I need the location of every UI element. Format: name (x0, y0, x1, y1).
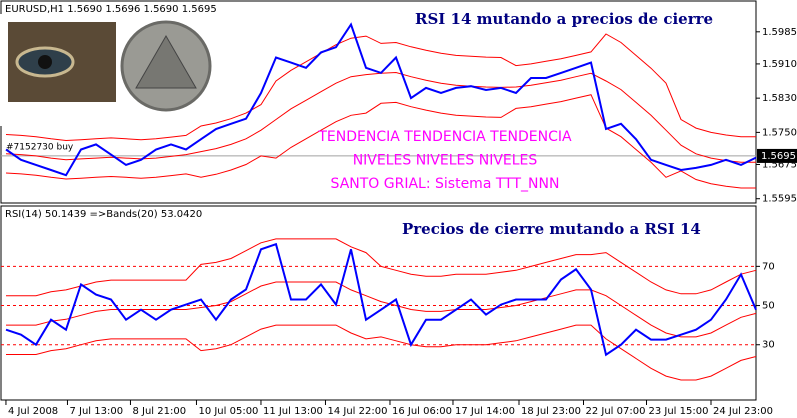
y-tick-label: 1.5675 (762, 159, 797, 170)
order-label: #7152730 buy (6, 143, 74, 153)
panel-header: RSI(14) 50.1439 =>Bands(20) 53.0420 (5, 209, 202, 220)
series-line (5, 22, 757, 177)
series-line (6, 238, 757, 297)
current-price-box (757, 148, 797, 163)
panel-header: EURUSD,H1 1.5690 1.5696 1.5690 1.5695 (5, 4, 217, 15)
x-tick-label: 7 Jul 13:00 (69, 406, 123, 417)
x-tick-label: 16 Jul 06:00 (392, 406, 452, 417)
x-tick-label: 14 Jul 22:00 (327, 406, 387, 417)
series-line (6, 324, 757, 381)
y-tick-label: 70 (762, 261, 775, 272)
y-tick-label: 1.5750 (762, 127, 797, 138)
annotation: NIVELES NIVELES NIVELES (353, 153, 538, 169)
eye-pupil (38, 55, 52, 69)
panel-title: RSI 14 mutando a precios de cierre (415, 10, 713, 28)
panel-title: Precios de cierre mutando a RSI 14 (402, 220, 701, 238)
series-line (5, 242, 757, 357)
coin-pyramid (135, 34, 197, 89)
current-price-label: 1.5695 (761, 151, 796, 162)
y-tick-label: 1.5830 (762, 93, 797, 104)
x-tick-label: 10 Jul 05:00 (198, 406, 258, 417)
y-tick-label: 1.5985 (762, 27, 797, 38)
x-tick-label: 4 Jul 2008 (8, 406, 58, 417)
x-tick-label: 23 Jul 15:00 (648, 406, 708, 417)
annotation: SANTO GRIAL: Sistema TTT_NNN (331, 176, 560, 192)
series-line (5, 94, 756, 189)
annotation: TENDENCIA TENDENCIA TENDENCIA (317, 129, 572, 145)
series-line (5, 33, 756, 142)
y-tick-label: 1.5595 (762, 194, 797, 205)
y-tick-label: 1.5910 (762, 59, 797, 70)
y-tick-label: 30 (762, 340, 775, 351)
y-tick-label: 50 (762, 301, 775, 312)
x-tick-label: 22 Jul 07:00 (585, 406, 645, 417)
x-tick-label: 24 Jul 23:00 (713, 406, 773, 417)
series-line (6, 281, 757, 338)
x-tick-label: 18 Jul 23:00 (521, 406, 581, 417)
rsi-panel (0, 205, 757, 401)
x-tick-label: 11 Jul 13:00 (263, 406, 323, 417)
x-tick-label: 8 Jul 21:00 (132, 406, 186, 417)
x-tick-label: 17 Jul 14:00 (455, 406, 515, 417)
